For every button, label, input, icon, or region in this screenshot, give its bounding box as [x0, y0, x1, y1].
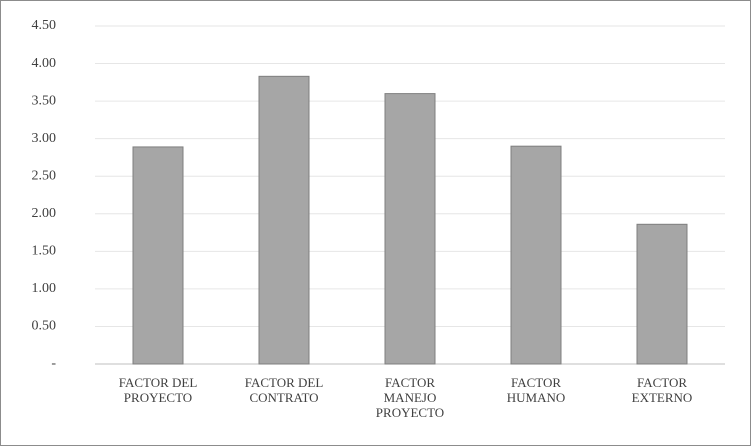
bar — [384, 93, 436, 365]
y-tick-label: 0.50 — [32, 319, 57, 334]
y-tick-label: 2.00 — [32, 206, 57, 221]
x-tick-label: FACTOR MANEJO PROYECTO — [375, 375, 445, 420]
bar — [510, 145, 562, 365]
y-tick-label: - — [51, 356, 56, 371]
y-tick-label: 1.50 — [32, 244, 57, 259]
y-tick-label: 2.50 — [32, 168, 57, 183]
y-tick-label: 3.00 — [32, 131, 57, 146]
x-tick-label: FACTOR HUMANO — [506, 375, 566, 405]
y-tick-label: 3.50 — [32, 93, 57, 108]
x-tick-label: FACTOR DEL PROYECTO — [118, 375, 198, 405]
x-tick-label: FACTOR DEL CONTRATO — [244, 375, 324, 405]
x-tick-label: FACTOR EXTERNO — [631, 375, 693, 405]
bar — [258, 75, 310, 365]
bar — [132, 146, 184, 365]
y-tick-label: 1.00 — [32, 281, 57, 296]
y-tick-label: 4.00 — [32, 56, 57, 71]
y-tick-label: 4.50 — [32, 18, 57, 33]
bar — [636, 223, 688, 365]
